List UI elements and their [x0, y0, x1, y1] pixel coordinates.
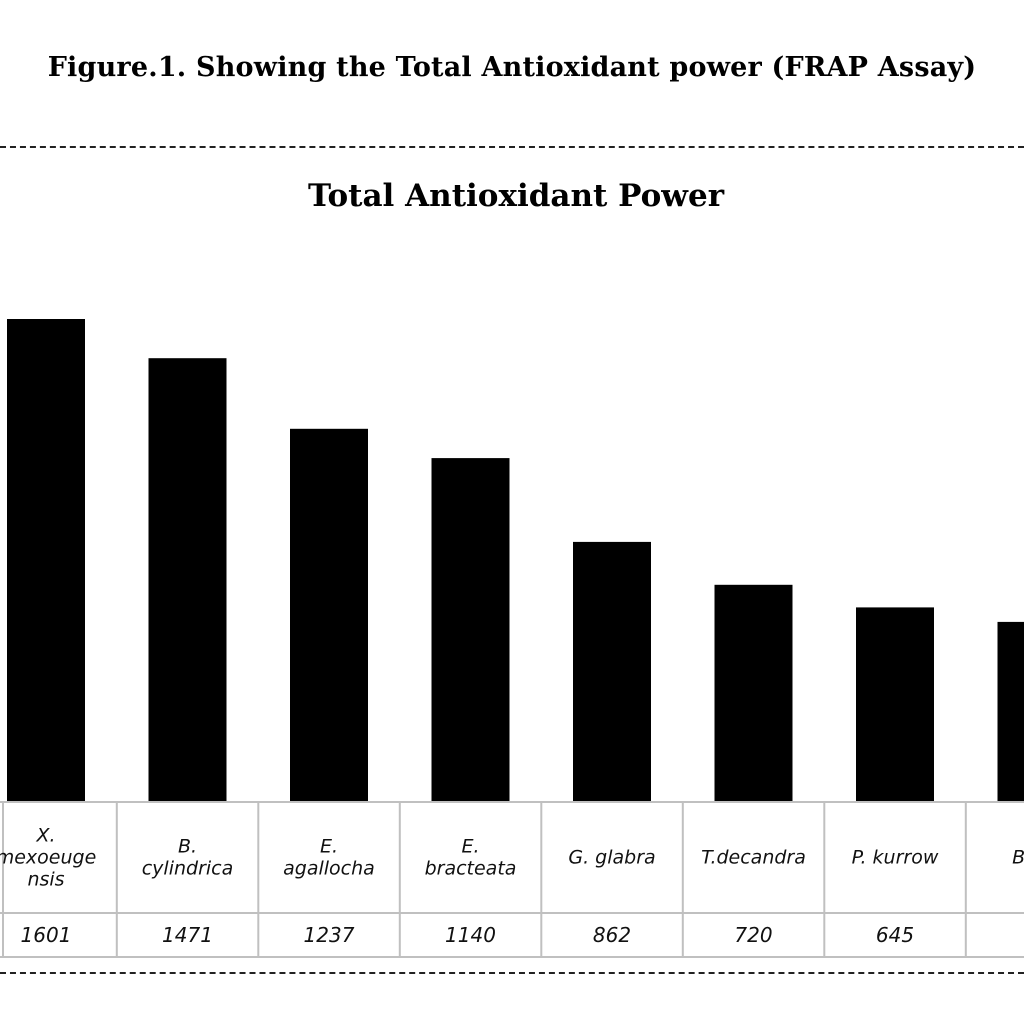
category-label-6: P. kurrow	[852, 847, 939, 869]
bar-2	[290, 428, 368, 802]
value-label-2: 1237	[304, 923, 355, 947]
value-label-6: 645	[876, 923, 914, 947]
top-divider	[0, 146, 1024, 148]
bars-group	[7, 319, 1024, 802]
bar-0	[7, 319, 85, 802]
bar-4	[573, 541, 651, 802]
category-label-1: B. cylindrica	[142, 836, 234, 880]
figure-caption: Figure.1. Showing the Total Antioxidant …	[47, 52, 977, 83]
value-label-1: 1471	[162, 923, 213, 947]
bar-7	[997, 621, 1024, 802]
category-label-3: E. bracteata	[425, 836, 517, 880]
category-label-0: X. mexoeuge nsis	[0, 825, 96, 891]
category-label-5: T.decandra	[701, 847, 806, 869]
chart-title: Total Antioxidant Power	[308, 178, 725, 214]
value-label-4: 862	[593, 923, 631, 947]
bar-3	[431, 458, 510, 802]
bar-6	[856, 607, 934, 802]
value-label-5: 720	[734, 923, 772, 947]
value-label-3: 1140	[445, 923, 496, 947]
bottom-divider	[0, 972, 1024, 974]
bar-5	[714, 584, 793, 802]
category-label-2: E. agallocha	[283, 836, 375, 880]
bar-1	[148, 358, 227, 802]
category-label-7: B. ha	[1012, 847, 1024, 869]
category-label-4: G. glabra	[568, 847, 655, 869]
data-table: X. mexoeuge nsis 1601 B. cylindrica 1471 E. agal…	[0, 801, 1024, 958]
value-label-0: 1601	[21, 923, 72, 947]
